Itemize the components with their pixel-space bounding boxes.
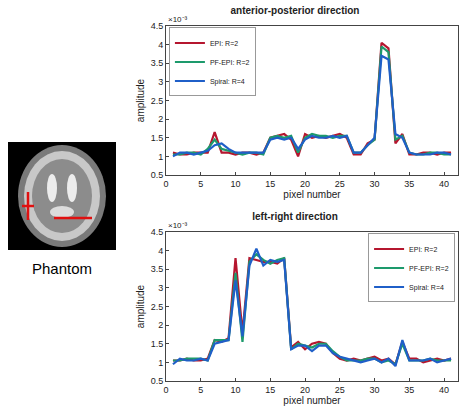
svg-text:3.5: 3.5 — [151, 58, 164, 68]
svg-text:0: 0 — [163, 179, 168, 189]
svg-text:Phantom: Phantom — [32, 260, 92, 277]
svg-text:15: 15 — [265, 385, 275, 395]
svg-text:0.5: 0.5 — [151, 376, 164, 386]
svg-text:40: 40 — [439, 385, 449, 395]
svg-text:0.5: 0.5 — [151, 170, 164, 180]
svg-text:10: 10 — [231, 385, 241, 395]
svg-text:Spiral: R=4: Spiral: R=4 — [210, 78, 245, 86]
svg-text:EPI: R=2: EPI: R=2 — [409, 246, 437, 253]
svg-text:pixel number: pixel number — [283, 189, 341, 200]
svg-text:1: 1 — [158, 358, 163, 368]
svg-text:15: 15 — [265, 179, 275, 189]
svg-text:25: 25 — [335, 179, 345, 189]
svg-text:35: 35 — [404, 179, 414, 189]
svg-text:2: 2 — [158, 114, 163, 124]
svg-text:25: 25 — [335, 385, 345, 395]
svg-text:2.5: 2.5 — [151, 302, 164, 312]
svg-text:amplitude: amplitude — [135, 78, 146, 122]
svg-text:0: 0 — [163, 385, 168, 395]
svg-text:3.5: 3.5 — [151, 264, 164, 274]
svg-text:30: 30 — [370, 385, 380, 395]
svg-text:3: 3 — [158, 77, 163, 87]
svg-text:PF-EPI: R=2: PF-EPI: R=2 — [210, 59, 250, 66]
svg-text:4: 4 — [158, 40, 163, 50]
svg-text:35: 35 — [404, 385, 414, 395]
svg-text:pixel number: pixel number — [283, 395, 341, 406]
svg-text:1: 1 — [158, 152, 163, 162]
svg-text:1.5: 1.5 — [151, 133, 164, 143]
svg-text:20: 20 — [300, 385, 310, 395]
svg-text:left-right direction: left-right direction — [252, 211, 338, 222]
svg-text:PF-EPI: R=2: PF-EPI: R=2 — [409, 265, 449, 272]
svg-text:amplitude: amplitude — [135, 284, 146, 328]
svg-text:×10⁻³: ×10⁻³ — [168, 15, 188, 24]
svg-text:4: 4 — [158, 246, 163, 256]
svg-text:EPI: R=2: EPI: R=2 — [210, 40, 238, 47]
svg-text:10: 10 — [231, 179, 241, 189]
svg-text:3: 3 — [158, 283, 163, 293]
svg-text:20: 20 — [300, 179, 310, 189]
svg-text:2.5: 2.5 — [151, 96, 164, 106]
svg-text:×10⁻³: ×10⁻³ — [168, 221, 188, 230]
svg-text:40: 40 — [439, 179, 449, 189]
svg-text:5: 5 — [198, 385, 203, 395]
svg-text:1.5: 1.5 — [151, 339, 164, 349]
svg-text:4.5: 4.5 — [151, 227, 164, 237]
svg-text:4.5: 4.5 — [151, 21, 164, 31]
svg-text:2: 2 — [158, 320, 163, 330]
svg-text:Spiral: R=4: Spiral: R=4 — [409, 284, 444, 292]
svg-text:5: 5 — [198, 179, 203, 189]
svg-text:anterior-posterior direction: anterior-posterior direction — [231, 5, 360, 16]
svg-text:30: 30 — [370, 179, 380, 189]
